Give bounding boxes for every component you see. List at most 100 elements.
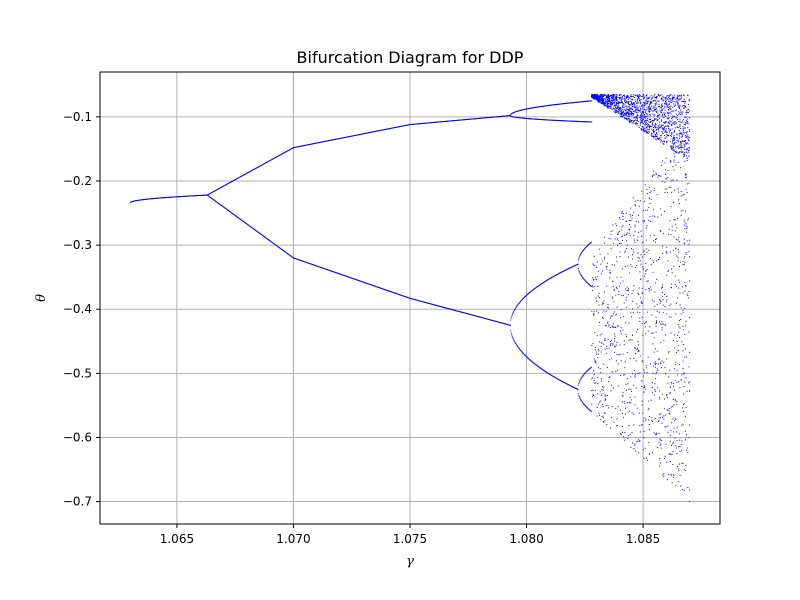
data-point [648,407,650,409]
data-point [617,110,619,112]
data-point [636,303,638,305]
data-point [684,357,686,359]
data-point [669,134,671,136]
data-point [636,109,638,111]
data-point [651,452,653,454]
data-point [657,119,659,121]
data-point [606,347,608,349]
data-point [605,405,607,407]
data-point [608,325,610,327]
data-point [602,302,604,304]
data-point [593,380,595,382]
data-point [687,118,689,120]
data-point [597,276,599,278]
data-point [654,94,656,96]
data-point [596,99,598,101]
data-point [650,101,652,103]
data-point [662,323,664,325]
data-point [613,98,615,100]
data-point [602,416,604,418]
data-point [614,99,616,101]
data-point [684,243,686,245]
data-point [596,94,598,96]
data-point [665,301,667,303]
data-point [649,215,651,217]
data-point [662,100,664,102]
data-point [645,457,647,459]
data-point [616,261,618,263]
data-point [644,128,646,130]
data-point [620,113,622,115]
data-point [671,124,673,126]
data-point [614,335,616,337]
data-point [618,293,620,295]
data-point [667,118,669,120]
data-point [674,127,676,129]
data-point [664,324,666,326]
data-point [674,230,676,232]
data-point [618,110,620,112]
data-point [613,97,615,99]
data-point [633,94,635,96]
data-point [620,276,622,278]
data-point [592,96,594,98]
data-point [654,390,656,392]
data-point [518,302,520,304]
data-point [636,123,638,125]
data-point [668,413,670,415]
data-point [635,116,637,118]
data-point [634,104,636,106]
data-point [686,449,688,451]
data-point [621,95,623,97]
data-point [584,405,586,407]
data-point [654,122,656,124]
data-point [680,111,682,113]
data-point [651,102,653,104]
data-point [645,131,647,133]
data-point [680,149,682,151]
data-point [598,412,600,414]
data-point [678,470,680,472]
data-point [615,104,617,106]
data-point [601,388,603,390]
data-point [684,221,686,223]
data-point [688,155,690,157]
y-tick-label: −0.7 [63,495,92,509]
data-point [636,123,638,125]
data-point [614,351,616,353]
data-point [611,371,613,373]
data-point [614,337,616,339]
data-point [684,430,686,432]
data-point [617,105,619,107]
data-point [662,292,664,294]
data-point [632,114,634,116]
data-point [601,97,603,99]
data-point [598,100,600,102]
data-point [642,111,644,113]
data-point [624,101,626,103]
data-point [611,102,613,104]
data-point [663,457,665,459]
data-point [689,130,691,132]
data-point [621,101,623,103]
data-point [688,251,690,253]
data-point [581,275,583,277]
data-point [630,226,632,228]
data-point [603,258,605,260]
data-point [630,376,632,378]
data-point [667,260,669,262]
data-point [689,147,691,149]
data-point [630,111,632,113]
data-point [660,140,662,142]
data-point [664,367,666,369]
data-point [684,176,686,178]
data-point [630,110,632,112]
data-point [596,335,598,337]
data-point [636,441,638,443]
data-point [642,113,644,115]
data-point [626,101,628,103]
data-point [676,100,678,102]
data-point [516,305,518,307]
data-point [684,285,686,287]
data-point [684,281,686,283]
